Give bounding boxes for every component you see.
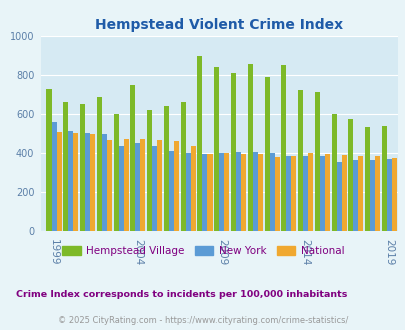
Bar bbox=[281, 65, 286, 231]
Bar bbox=[102, 134, 107, 231]
Bar bbox=[46, 89, 51, 231]
Bar bbox=[252, 152, 257, 231]
Bar bbox=[90, 134, 95, 231]
Text: © 2025 CityRating.com - https://www.cityrating.com/crime-statistics/: © 2025 CityRating.com - https://www.city… bbox=[58, 316, 347, 325]
Bar bbox=[73, 133, 78, 231]
Bar bbox=[130, 85, 135, 231]
Bar bbox=[118, 146, 124, 231]
Bar bbox=[185, 153, 190, 231]
Bar bbox=[319, 156, 324, 231]
Bar bbox=[331, 114, 336, 231]
Bar bbox=[168, 151, 173, 231]
Bar bbox=[224, 153, 229, 231]
Bar bbox=[274, 157, 279, 231]
Bar bbox=[286, 156, 291, 231]
Bar bbox=[353, 160, 358, 231]
Bar bbox=[85, 133, 90, 231]
Bar bbox=[214, 67, 219, 231]
Bar bbox=[230, 73, 235, 231]
Bar bbox=[241, 154, 245, 231]
Bar bbox=[369, 160, 374, 231]
Bar bbox=[140, 139, 145, 231]
Bar bbox=[303, 156, 307, 231]
Bar bbox=[202, 154, 207, 231]
Bar bbox=[364, 127, 369, 231]
Bar bbox=[135, 144, 140, 231]
Bar bbox=[152, 146, 157, 231]
Bar bbox=[324, 154, 329, 231]
Bar bbox=[374, 156, 379, 231]
Bar bbox=[80, 105, 85, 231]
Bar bbox=[147, 110, 152, 231]
Bar bbox=[297, 90, 303, 231]
Bar bbox=[219, 153, 224, 231]
Bar bbox=[96, 97, 102, 231]
Bar bbox=[190, 146, 195, 231]
Bar bbox=[197, 56, 202, 231]
Bar bbox=[107, 141, 112, 231]
Bar bbox=[257, 154, 262, 231]
Bar bbox=[207, 154, 212, 231]
Bar bbox=[381, 126, 386, 231]
Bar bbox=[314, 92, 319, 231]
Bar bbox=[307, 153, 312, 231]
Bar bbox=[164, 106, 168, 231]
Bar bbox=[358, 156, 362, 231]
Bar bbox=[68, 131, 73, 231]
Bar bbox=[291, 156, 296, 231]
Bar bbox=[235, 152, 241, 231]
Text: Crime Index corresponds to incidents per 100,000 inhabitants: Crime Index corresponds to incidents per… bbox=[16, 290, 347, 299]
Bar bbox=[247, 64, 252, 231]
Bar bbox=[347, 119, 353, 231]
Bar bbox=[113, 114, 118, 231]
Bar bbox=[157, 141, 162, 231]
Bar bbox=[391, 158, 396, 231]
Bar bbox=[173, 142, 179, 231]
Bar bbox=[341, 155, 346, 231]
Bar bbox=[63, 103, 68, 231]
Bar bbox=[51, 122, 56, 231]
Bar bbox=[264, 77, 269, 231]
Bar bbox=[269, 153, 274, 231]
Bar bbox=[56, 132, 62, 231]
Legend: Hempstead Village, New York, National: Hempstead Village, New York, National bbox=[58, 242, 347, 260]
Title: Hempstead Violent Crime Index: Hempstead Violent Crime Index bbox=[95, 18, 343, 32]
Bar bbox=[124, 140, 128, 231]
Bar bbox=[386, 159, 391, 231]
Bar bbox=[336, 162, 341, 231]
Bar bbox=[180, 103, 185, 231]
